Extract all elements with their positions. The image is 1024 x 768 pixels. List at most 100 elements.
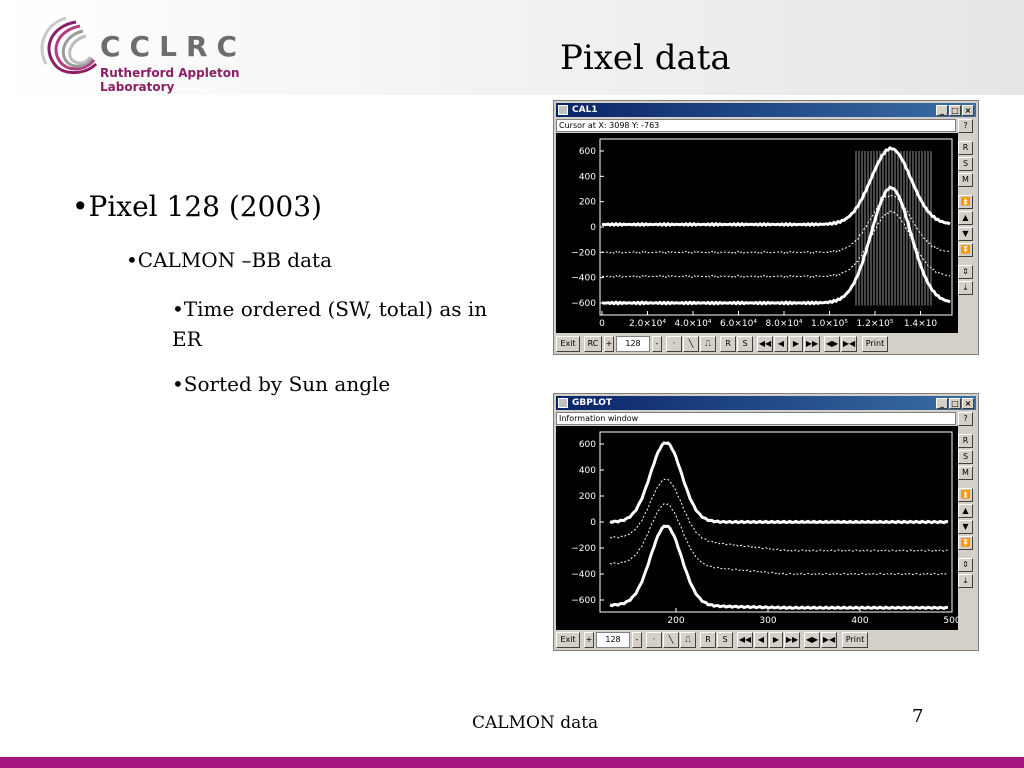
double-up-icon: ⏫ — [960, 490, 971, 499]
line-mode-button[interactable]: ╲ — [663, 632, 679, 648]
dot-icon: · — [672, 339, 676, 348]
fast-forward-icon: ▶▶ — [785, 635, 799, 644]
up-icon: ▲ — [962, 213, 969, 222]
y-tick-label: 200 — [579, 198, 596, 208]
gbplot-bottom-toolbar: Exit + 128 - · ╲ ⎍ R S ◀◀ ◀ ▶ ▶▶ ◀▶ ▶◀ P… — [556, 632, 956, 650]
bottom-r-button[interactable]: R — [700, 632, 716, 648]
prev-button[interactable]: ◀ — [754, 632, 768, 648]
y-tick-label: −200 — [571, 248, 596, 258]
header-band — [0, 0, 1024, 95]
y-tick-label: 200 — [579, 492, 596, 502]
minimize-button[interactable]: _ — [936, 105, 948, 116]
side-r-button[interactable]: R — [958, 141, 973, 155]
shrink-y-button[interactable]: ⤓ — [958, 281, 973, 295]
x-tick-label: 1.4×10 — [904, 319, 938, 329]
trace-upper — [601, 146, 951, 228]
maximize-button[interactable]: □ — [949, 105, 961, 116]
swirl-logo-icon — [40, 16, 98, 74]
last-button[interactable]: ▶▶ — [784, 632, 800, 648]
close-button[interactable]: × — [962, 398, 974, 409]
scroll-bottom-button[interactable]: ⏬ — [958, 243, 973, 257]
gbplot-titlebar[interactable]: GBPLOT _ □ × — [556, 396, 976, 410]
down-icon: ▼ — [962, 522, 969, 531]
expand-icon: ⇕ — [962, 267, 969, 276]
next-button[interactable]: ▶ — [789, 336, 803, 352]
rewind-icon: ◀◀ — [758, 339, 772, 348]
print-button[interactable]: Print — [842, 632, 868, 648]
decrement-button[interactable]: + — [584, 632, 594, 648]
close-button[interactable]: × — [962, 105, 974, 116]
point-mode-button[interactable]: · — [666, 336, 682, 352]
step-mode-button[interactable]: ⎍ — [700, 336, 716, 352]
decrement-button[interactable]: + — [604, 336, 614, 352]
shrink-y-button[interactable]: ⤓ — [958, 574, 973, 588]
scroll-up-button[interactable]: ▲ — [958, 504, 973, 518]
y-tick-label: 600 — [579, 440, 596, 450]
shrink-x-button[interactable]: ▶◀ — [821, 632, 837, 648]
prev-icon: ◀ — [777, 339, 785, 348]
rc-button[interactable]: RC — [584, 336, 602, 352]
expand-y-button[interactable]: ⇕ — [958, 558, 973, 572]
pixel-number-field[interactable]: 128 — [616, 336, 650, 352]
scroll-bottom-button[interactable]: ⏬ — [958, 536, 973, 550]
expand-x-icon: ◀▶ — [805, 635, 819, 644]
expand-y-button[interactable]: ⇕ — [958, 265, 973, 279]
cal1-window[interactable]: CAL1 _ □ × Cursor at X: 3098 Y: -763 600 40… — [553, 100, 979, 355]
zoom-x-button[interactable]: ◀▶ — [804, 632, 820, 648]
pixel-number-field[interactable]: 128 — [596, 632, 630, 648]
zoom-x-button[interactable]: ◀▶ — [824, 336, 840, 352]
cal1-titlebar[interactable]: CAL1 _ □ × — [556, 103, 976, 117]
exit-button[interactable]: Exit — [556, 336, 580, 352]
side-s-button[interactable]: S — [958, 450, 973, 464]
minimize-button[interactable]: _ — [936, 398, 948, 409]
first-button[interactable]: ◀◀ — [737, 632, 753, 648]
scroll-top-button[interactable]: ⏫ — [958, 488, 973, 502]
scroll-down-button[interactable]: ▼ — [958, 227, 973, 241]
gbplot-plot[interactable]: 600 400 200 0 −200 −400 −600 200 300 400 500 — [556, 426, 958, 630]
fast-forward-icon: ▶▶ — [805, 339, 819, 348]
prev-button[interactable]: ◀ — [774, 336, 788, 352]
x-tick-label: 0 — [599, 319, 605, 329]
y-tick-label: 0 — [590, 223, 596, 233]
point-mode-button[interactable]: · — [646, 632, 662, 648]
gbplot-title: GBPLOT — [572, 398, 613, 408]
information-window-bar: Information window — [556, 412, 956, 425]
x-tick-label: 300 — [759, 616, 776, 626]
bottom-s-button[interactable]: S — [717, 632, 733, 648]
line-mode-button[interactable]: ╲ — [683, 336, 699, 352]
side-m-button[interactable]: M — [958, 173, 973, 187]
side-s-button[interactable]: S — [958, 157, 973, 171]
x-tick-label: 6.0×10⁴ — [720, 319, 757, 329]
first-button[interactable]: ◀◀ — [757, 336, 773, 352]
shrink-x-button[interactable]: ▶◀ — [841, 336, 857, 352]
x-tick-label: 8.0×10⁴ — [766, 319, 803, 329]
increment-button[interactable]: - — [652, 336, 662, 352]
step-icon: ⎍ — [705, 339, 711, 348]
scroll-down-button[interactable]: ▼ — [958, 520, 973, 534]
step-mode-button[interactable]: ⎍ — [680, 632, 696, 648]
y-tick-label: 0 — [590, 518, 596, 528]
help-button[interactable]: ? — [958, 412, 973, 426]
side-r-button[interactable]: R — [958, 434, 973, 448]
plot-frame — [599, 138, 953, 316]
exit-button[interactable]: Exit — [556, 632, 580, 648]
window-icon — [558, 105, 568, 115]
gbplot-window[interactable]: GBPLOT _ □ × Information window 600 400 200 0… — [553, 393, 979, 651]
bottom-s-button[interactable]: S — [737, 336, 753, 352]
shrink-icon: ⤓ — [963, 283, 968, 292]
scroll-up-button[interactable]: ▲ — [958, 211, 973, 225]
up-icon: ▲ — [962, 506, 969, 515]
scroll-top-button[interactable]: ⏫ — [958, 195, 973, 209]
bottom-r-button[interactable]: R — [720, 336, 736, 352]
next-button[interactable]: ▶ — [769, 632, 783, 648]
increment-button[interactable]: - — [632, 632, 642, 648]
last-button[interactable]: ▶▶ — [804, 336, 820, 352]
minus-icon: - — [635, 635, 639, 644]
print-button[interactable]: Print — [862, 336, 888, 352]
help-button[interactable]: ? — [958, 119, 973, 133]
y-tick-label: 600 — [579, 147, 596, 157]
side-m-button[interactable]: M — [958, 466, 973, 480]
maximize-button[interactable]: □ — [949, 398, 961, 409]
double-down-icon: ⏬ — [960, 538, 971, 547]
